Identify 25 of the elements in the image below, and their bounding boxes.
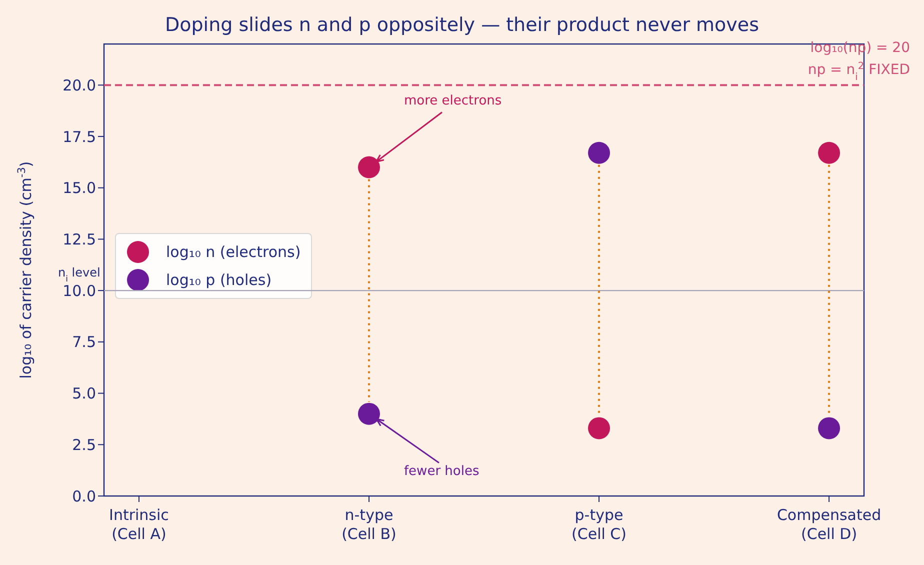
y-tick-label: 10.0 bbox=[62, 282, 96, 300]
annotation: fewer holes bbox=[404, 464, 480, 479]
y-tick-label: 0.0 bbox=[72, 487, 96, 506]
y-tick-label: 2.5 bbox=[72, 436, 96, 454]
y-tick-label: 5.0 bbox=[72, 384, 96, 403]
legend-label: log₁₀ p (holes) bbox=[166, 271, 272, 289]
point bbox=[818, 142, 840, 164]
point bbox=[358, 402, 380, 425]
y-tick-label: 17.5 bbox=[62, 128, 96, 146]
point bbox=[588, 142, 610, 164]
x-tick-label: Compensated (Cell D) bbox=[776, 506, 882, 543]
ref-line-label: n$_{i}$ level bbox=[58, 266, 100, 284]
y-tick-label: 12.5 bbox=[62, 230, 96, 249]
legend-label: log₁₀ n (electrons) bbox=[166, 243, 301, 261]
y-tick-label: 7.5 bbox=[72, 333, 96, 352]
y-tick-label: 15.0 bbox=[62, 179, 96, 198]
x-tick-label: Intrinsic (Cell A) bbox=[109, 506, 169, 543]
y-tick-label: 20.0 bbox=[62, 76, 96, 94]
chart-title: Doping slides n and p oppositely — their product never moves bbox=[164, 14, 760, 36]
point bbox=[358, 156, 380, 178]
point bbox=[818, 417, 840, 440]
x-tick-label: n-type (Cell B) bbox=[342, 506, 396, 543]
x-tick-label: p-type (Cell C) bbox=[572, 506, 627, 543]
annotation: more electrons bbox=[404, 93, 502, 108]
point bbox=[588, 417, 610, 440]
